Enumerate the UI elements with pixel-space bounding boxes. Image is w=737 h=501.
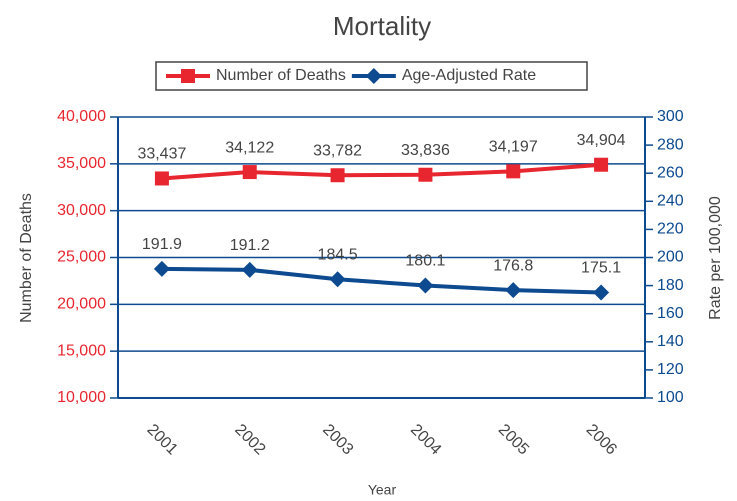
y2-tick-label: 180 bbox=[657, 277, 684, 294]
y-tick-label: 30,000 bbox=[57, 202, 106, 219]
data-label: 175.1 bbox=[581, 260, 621, 277]
point bbox=[418, 167, 433, 182]
x-tick-label: 2002 bbox=[231, 421, 268, 458]
data-label: 33,782 bbox=[313, 142, 362, 159]
x-tick-label: 2001 bbox=[144, 421, 181, 458]
x-tick-label: 2005 bbox=[495, 421, 532, 458]
data-label: 191.9 bbox=[142, 236, 182, 253]
y2-tick-label: 140 bbox=[657, 333, 684, 350]
data-label: 180.1 bbox=[405, 253, 445, 270]
point bbox=[594, 157, 609, 172]
y-tick-label: 10,000 bbox=[57, 389, 106, 406]
point bbox=[329, 271, 346, 288]
legend-box bbox=[155, 61, 588, 91]
y-tick-label: 25,000 bbox=[57, 249, 106, 266]
legend-label: Age-Adjusted Rate bbox=[402, 67, 536, 84]
data-label: 34,122 bbox=[225, 139, 274, 156]
point bbox=[241, 261, 258, 278]
point bbox=[417, 277, 434, 294]
y-tick-label: 35,000 bbox=[57, 155, 106, 172]
y2-tick-label: 220 bbox=[657, 221, 684, 238]
y2-tick-label: 100 bbox=[657, 389, 684, 406]
data-label: 184.5 bbox=[318, 246, 358, 263]
legend-label: Number of Deaths bbox=[216, 67, 346, 84]
data-label: 33,437 bbox=[137, 146, 186, 163]
data-label: 33,836 bbox=[401, 142, 450, 159]
series-line bbox=[161, 162, 602, 181]
x-tick-label: 2004 bbox=[407, 421, 444, 458]
x-tick-label: 2006 bbox=[583, 421, 620, 458]
point bbox=[181, 69, 195, 83]
y2-tick-label: 280 bbox=[657, 136, 684, 153]
point bbox=[153, 260, 170, 277]
y2-tick-label: 120 bbox=[657, 361, 684, 378]
data-label: 34,197 bbox=[489, 139, 538, 156]
y2-tick-label: 200 bbox=[657, 249, 684, 266]
y-tick-label: 40,000 bbox=[57, 108, 106, 125]
x-tick-label: 2003 bbox=[319, 421, 356, 458]
point bbox=[154, 171, 169, 186]
series-line bbox=[161, 266, 602, 295]
point bbox=[365, 68, 382, 84]
point bbox=[593, 284, 610, 301]
y-axis-label: Number of Deaths bbox=[18, 193, 35, 323]
chart-title: Mortality bbox=[333, 11, 431, 41]
y-tick-label: 15,000 bbox=[57, 342, 106, 359]
y2-axis-label: Rate per 100,000 bbox=[707, 196, 724, 320]
y2-tick-label: 260 bbox=[657, 164, 684, 181]
y2-tick-label: 240 bbox=[657, 193, 684, 210]
data-label: 176.8 bbox=[493, 257, 533, 274]
y2-tick-label: 300 bbox=[657, 108, 684, 125]
point bbox=[506, 164, 521, 179]
data-label: 191.2 bbox=[230, 237, 270, 254]
data-label: 34,904 bbox=[577, 132, 626, 149]
point bbox=[505, 282, 522, 299]
y2-tick-label: 160 bbox=[657, 305, 684, 322]
x-axis-label: Year bbox=[368, 482, 397, 498]
point bbox=[330, 168, 345, 183]
point bbox=[242, 165, 257, 180]
y-tick-label: 20,000 bbox=[57, 296, 106, 313]
